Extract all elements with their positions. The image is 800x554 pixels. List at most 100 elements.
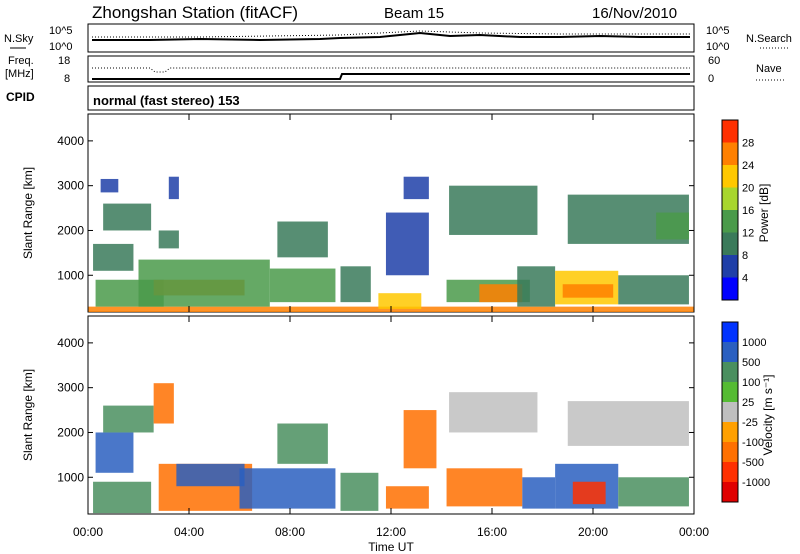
- colorbar-tick-label: 20: [742, 183, 754, 195]
- colorbar-tick-label: 8: [742, 250, 748, 262]
- power-y-axis: 1000 2000 3000 4000: [57, 134, 694, 282]
- station-title: Zhongshan Station (fitACF): [92, 3, 298, 22]
- colorbar-tick-label: -100: [742, 437, 764, 449]
- velocity-region-17: [618, 477, 689, 507]
- velocity-region-1: [95, 432, 134, 473]
- freq-left-tick-top: 18: [58, 55, 70, 67]
- velocity-region-7: [277, 423, 328, 464]
- cpid-label: CPID: [6, 90, 35, 104]
- power-colorbar-label: Power [dB]: [757, 184, 771, 243]
- x-axis-label: Time UT: [368, 540, 414, 554]
- colorbar-tick-label: 25: [742, 397, 754, 409]
- velocity-y-axis: 1000 2000 3000 4000: [57, 336, 694, 484]
- power-heatmap: [88, 176, 694, 312]
- y-tick-label: 3000: [57, 381, 84, 395]
- x-tick-label: 04:00: [174, 525, 204, 539]
- freq-left-tick-bottom: 8: [64, 73, 70, 85]
- y-tick-label: 3000: [57, 179, 84, 193]
- colorbar-segment: [722, 462, 738, 483]
- velocity-region-13: [522, 477, 556, 509]
- x-tick-label: 00:00: [73, 525, 103, 539]
- power-region-18: [517, 266, 556, 307]
- noise-left-tick-bottom: 10^0: [49, 41, 73, 53]
- power-region-11: [340, 266, 371, 303]
- colorbar-segment: [722, 210, 738, 233]
- colorbar-segment: [722, 342, 738, 363]
- y-tick-label: 2000: [57, 223, 84, 237]
- nave-trace: [92, 67, 690, 73]
- colorbar-segment: [722, 165, 738, 188]
- power-region-20: [562, 284, 614, 298]
- power-region-3: [103, 203, 152, 231]
- velocity-panel: 1000 2000 3000 4000 Slant Range [km] 1000 50…: [21, 315, 775, 515]
- noise-right-tick-top: 10^5: [706, 25, 730, 37]
- y-tick-label: 4000: [57, 336, 84, 350]
- velocity-region-16: [567, 401, 689, 446]
- x-tick-label: 12:00: [376, 525, 406, 539]
- x-axis-tick-labels: 00:00 04:00 08:00 12:00 16:00 20:00 00:00: [73, 525, 709, 539]
- power-panel: 1000 2000 3000 4000 Slant Range [km] 4 8 12 16…: [21, 113, 771, 313]
- x-tick-label: 08:00: [275, 525, 305, 539]
- colorbar-segment: [722, 187, 738, 211]
- date-label: 16/Nov/2010: [592, 5, 677, 22]
- velocity-region-3: [153, 383, 174, 424]
- velocity-region-10: [403, 410, 437, 469]
- x-tick-label: 16:00: [477, 525, 507, 539]
- colorbar-segment: [722, 442, 738, 463]
- power-region-23: [656, 212, 689, 240]
- velocity-region-5: [176, 463, 245, 487]
- noise-left-tick-top: 10^5: [49, 25, 73, 37]
- velocity-region-6: [239, 468, 336, 509]
- colorbar-segment: [722, 402, 738, 423]
- power-region-2: [93, 243, 134, 271]
- colorbar-segment: [722, 120, 738, 143]
- colorbar-frame: [721, 119, 739, 301]
- power-colorbar: 4 8 12 16 20 24 28: [721, 119, 754, 301]
- x-tick-label: 00:00: [679, 525, 709, 539]
- colorbar-tick-label: 24: [742, 160, 754, 172]
- velocity-colorbar: 1000 500 100 25 -25 -100 -500 -1000: [721, 321, 770, 503]
- x-tick-label: 20:00: [578, 525, 608, 539]
- beam-label: Beam 15: [384, 5, 444, 22]
- velocity-region-11: [449, 392, 538, 433]
- colorbar-frame: [721, 321, 739, 503]
- colorbar-segment: [722, 255, 738, 278]
- velocity-colorbar-label: Velocity [m s⁻¹]: [761, 374, 775, 455]
- colorbar-segment: [722, 362, 738, 383]
- freq-right-tick-top: 60: [708, 55, 720, 67]
- power-region-22: [618, 275, 689, 305]
- velocity-region-12: [446, 468, 523, 507]
- colorbar-tick-label: 500: [742, 357, 760, 369]
- velocity-region-9: [385, 486, 429, 509]
- colorbar-tick-label: 16: [742, 205, 754, 217]
- y-tick-label: 1000: [57, 268, 84, 282]
- nave-label: Nave: [756, 63, 782, 75]
- colorbar-tick-label: 100: [742, 377, 760, 389]
- colorbar-tick-label: -1000: [742, 477, 770, 489]
- power-region-17: [479, 284, 523, 303]
- colorbar-tick-label: 1000: [742, 337, 766, 349]
- power-region-15: [449, 185, 538, 235]
- velocity-region-0: [93, 481, 152, 514]
- colorbar-tick-label: -500: [742, 457, 764, 469]
- noise-search-label: N.Search: [746, 33, 792, 45]
- power-region-4: [100, 178, 119, 193]
- colorbar-tick-label: 4: [742, 273, 748, 285]
- velocity-heatmap: [93, 383, 689, 514]
- colorbar-segment: [722, 142, 738, 166]
- noise-panel: N.Sky 10^5 10^0 10^5 10^0 N.Search: [4, 23, 792, 53]
- power-region-10: [277, 221, 328, 258]
- power-region-6: [138, 259, 270, 307]
- power-region-12: [378, 293, 422, 309]
- power-region-7: [158, 230, 179, 249]
- noise-sky-label: N.Sky: [4, 33, 34, 45]
- power-x-axis-ticks: [87, 114, 695, 312]
- power-region-9: [269, 268, 336, 303]
- velocity-region-15: [572, 481, 606, 505]
- colorbar-tick-label: -25: [742, 417, 758, 429]
- colorbar-segment: [722, 322, 738, 343]
- colorbar-segment: [722, 382, 738, 403]
- freq-label-line1: Freq.: [8, 55, 34, 67]
- velocity-y-axis-label: Slant Range [km]: [21, 369, 35, 461]
